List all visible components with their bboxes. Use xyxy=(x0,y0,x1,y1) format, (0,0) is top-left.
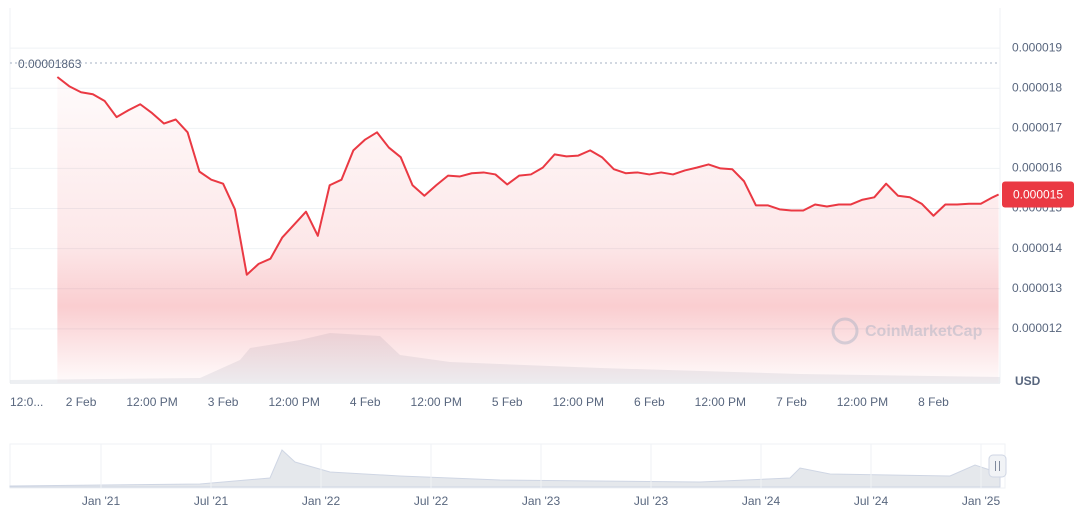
navigator-label: Jul '22 xyxy=(414,494,449,508)
watermark: CoinMarketCap xyxy=(831,317,983,345)
x-tick-label: 4 Feb xyxy=(350,395,381,409)
x-tick-label: 7 Feb xyxy=(776,395,807,409)
x-tick-label: 3 Feb xyxy=(208,395,239,409)
navigator-label: Jan '23 xyxy=(522,494,561,508)
navigator-label: Jul '24 xyxy=(854,494,889,508)
y-tick-label: 0.000013 xyxy=(1012,281,1062,295)
x-tick-label: 6 Feb xyxy=(634,395,665,409)
x-tick-label: 12:0... xyxy=(10,395,43,409)
current-price-tag: 0.000015 xyxy=(1002,181,1074,208)
x-tick-label: 12:00 PM xyxy=(695,395,746,409)
x-tick-label: 5 Feb xyxy=(492,395,523,409)
watermark-logo xyxy=(831,317,859,345)
max-label: 0.00001863 xyxy=(18,57,82,71)
navigator-label: Jul '21 xyxy=(194,494,229,508)
x-tick-label: 12:00 PM xyxy=(553,395,604,409)
navigator-handle[interactable] xyxy=(988,454,1007,478)
x-tick-label: 8 Feb xyxy=(918,395,949,409)
navigator-label: Jan '24 xyxy=(742,494,781,508)
watermark-text: CoinMarketCap xyxy=(865,323,983,340)
x-tick-label: 12:00 PM xyxy=(837,395,888,409)
x-tick-label: 12:00 PM xyxy=(126,395,177,409)
current-price-box xyxy=(1002,181,1074,208)
plot xyxy=(56,76,1000,383)
x-tick-label: 2 Feb xyxy=(66,395,97,409)
x-tick-label: 12:00 PM xyxy=(268,395,319,409)
area-fill xyxy=(57,76,999,383)
currency-label: USD xyxy=(1015,374,1041,388)
navigator-label: Jan '21 xyxy=(82,494,121,508)
y-tick-label: 0.000012 xyxy=(1012,321,1062,335)
y-tick-label: 0.000014 xyxy=(1012,241,1062,255)
navigator-label: Jul '23 xyxy=(634,494,669,508)
y-tick-label: 0.000016 xyxy=(1012,161,1062,175)
navigator-label: Jan '22 xyxy=(302,494,341,508)
x-tick-label: 12:00 PM xyxy=(411,395,462,409)
navigator-label: Jan '25 xyxy=(962,494,1001,508)
y-tick-label: 0.000017 xyxy=(1012,120,1062,134)
y-tick-label: 0.000019 xyxy=(1012,40,1062,54)
y-tick-label: 0.000018 xyxy=(1012,80,1062,94)
current-price-label: 0.000015 xyxy=(1013,188,1063,202)
price-line xyxy=(56,76,1000,276)
navigator-labels: Jan '21 Jul '21 Jan '22 Jul '22 Jan '23 Jul '… xyxy=(82,444,1001,508)
navigator xyxy=(9,443,1007,489)
